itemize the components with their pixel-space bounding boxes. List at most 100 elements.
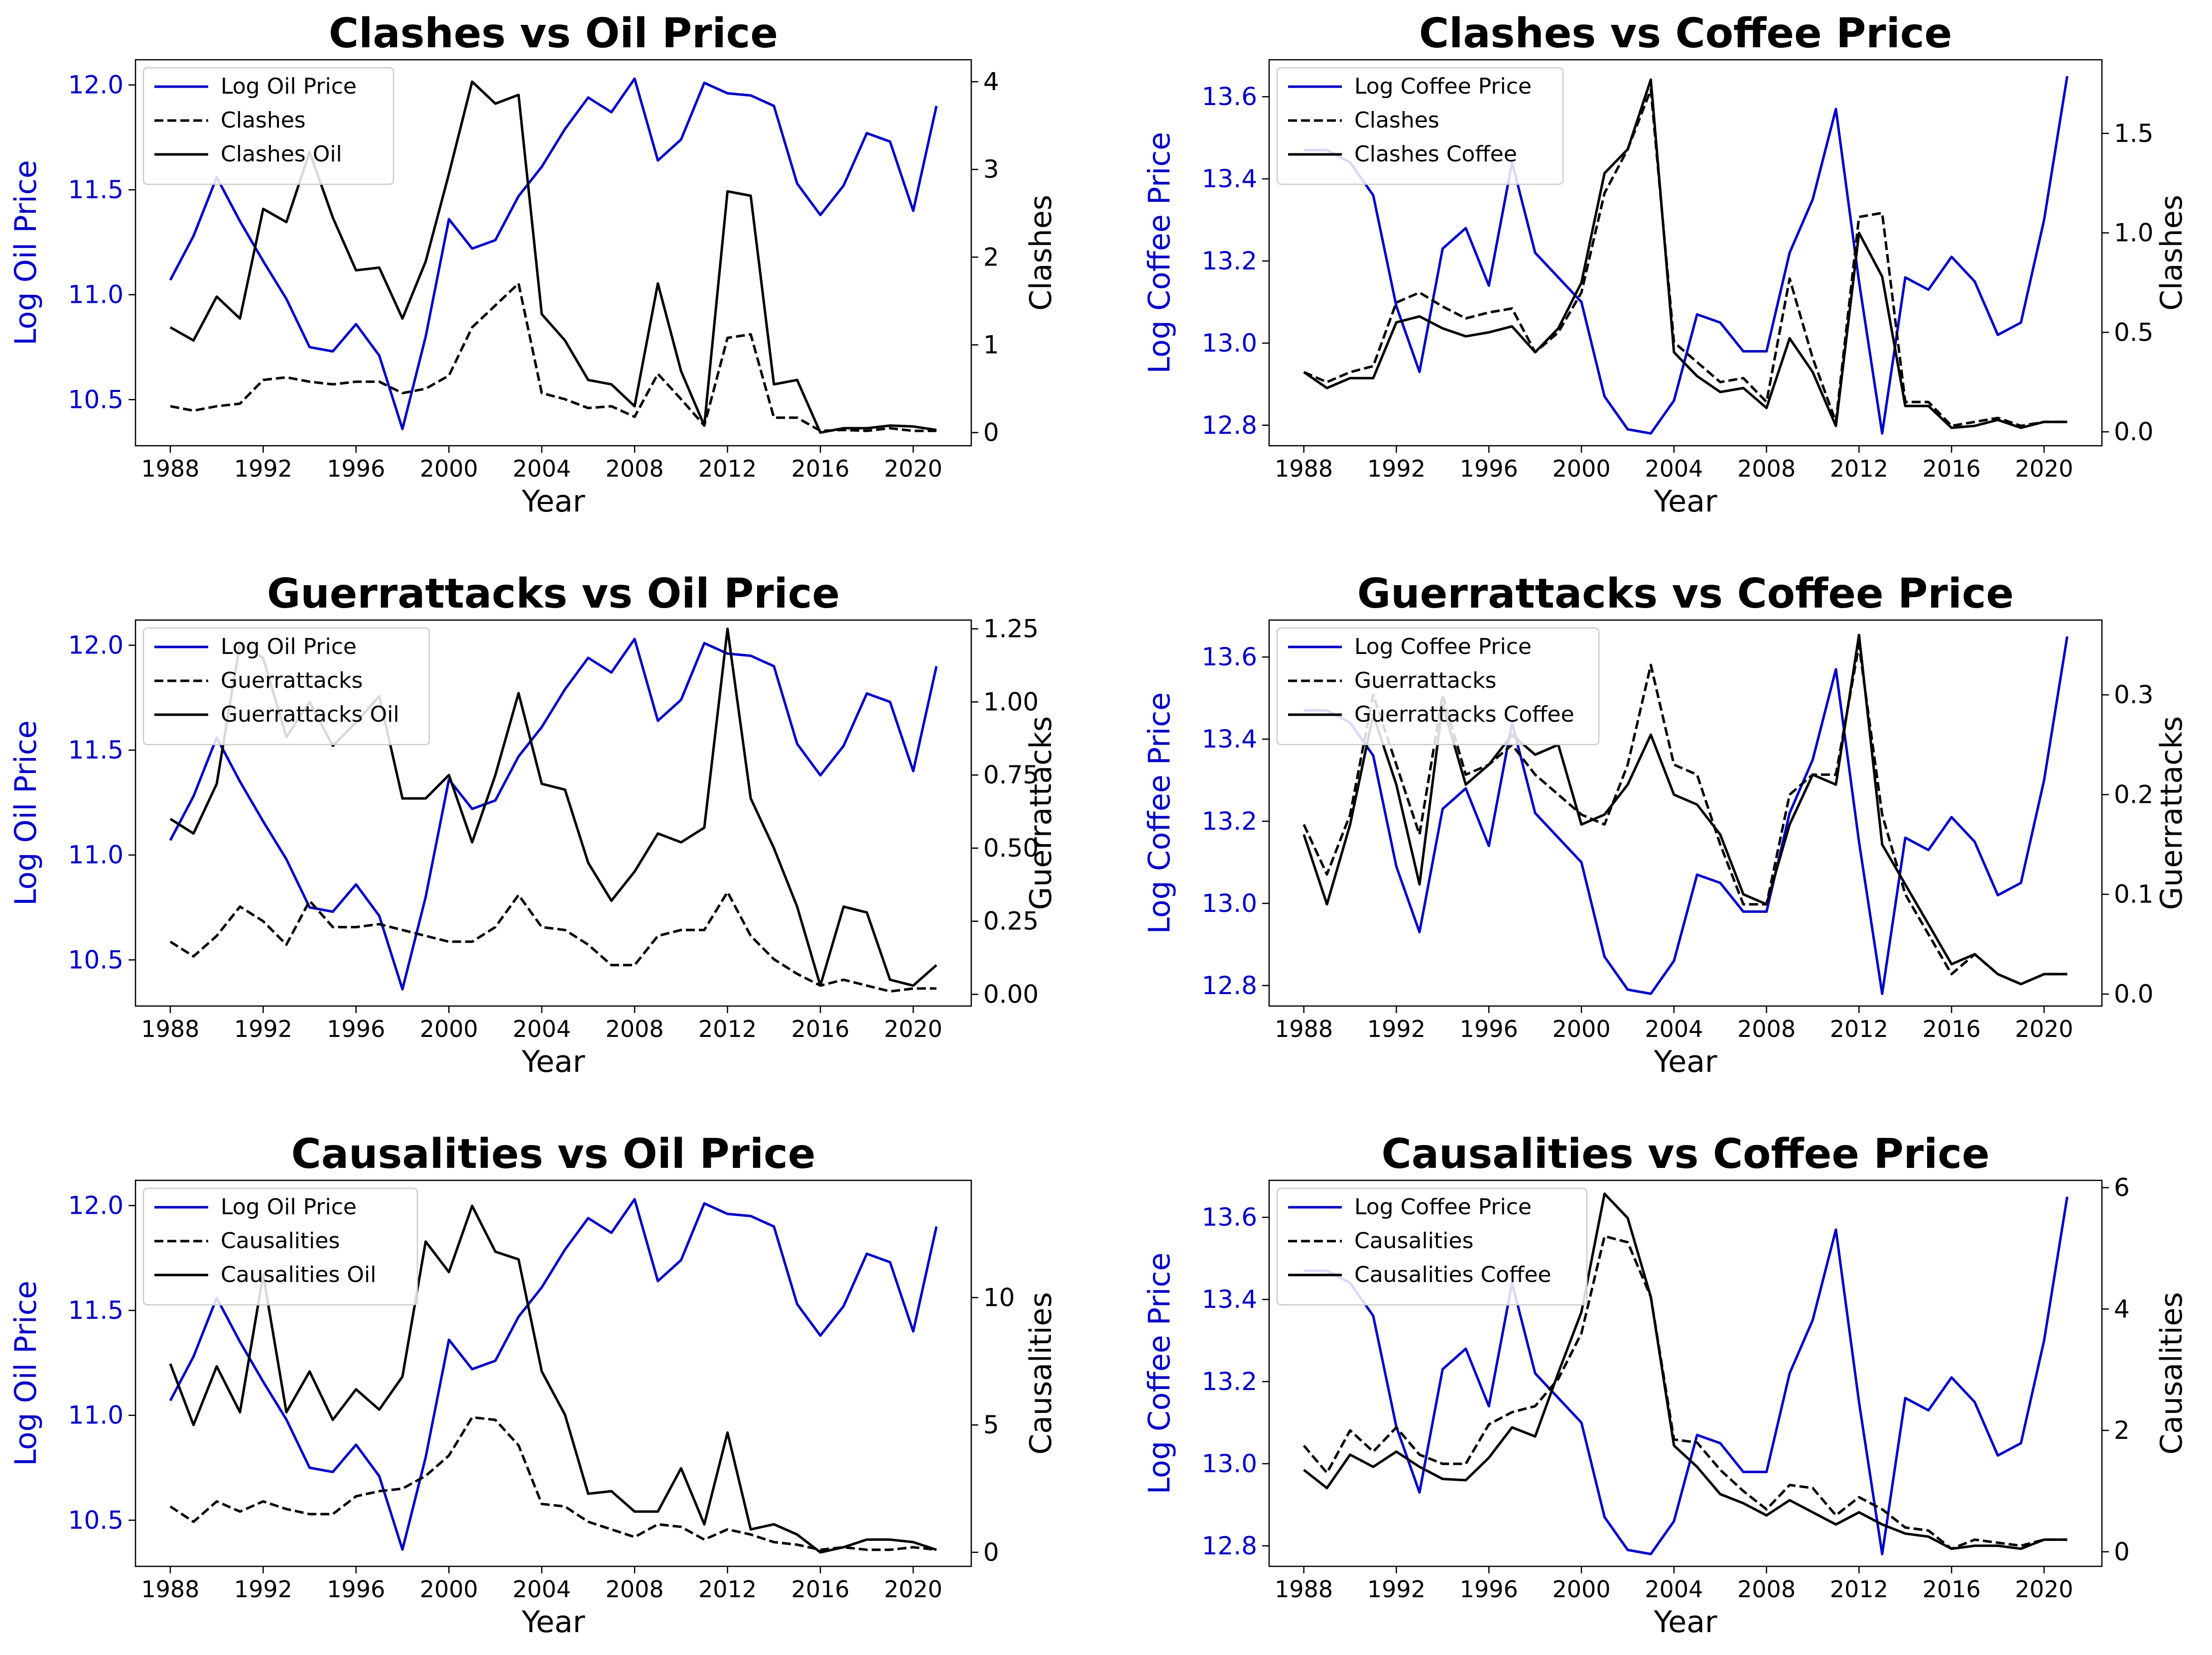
- y-right-tick-label: 1.0: [2114, 219, 2154, 248]
- chart-panel-6: 1988 1992 1996 2000 2004 2008 2012 2016 2020 12.8…: [1142, 1131, 2189, 1640]
- y-left-tick-label: 13.6: [1202, 82, 1257, 111]
- y-left-tick-label: 13.6: [1202, 1203, 1257, 1232]
- y-right-tick-label: 0.0: [2114, 417, 2154, 446]
- x-tick-label: 1992: [1367, 1016, 1426, 1042]
- x-tick-label: 2020: [884, 1016, 942, 1042]
- x-tick-label: 2000: [420, 455, 478, 482]
- y-left-tick-label: 13.2: [1202, 1367, 1257, 1396]
- y-right-tick-label: 2: [2114, 1416, 2130, 1445]
- chart-panel-2: 1988 1992 1996 2000 2004 2008 2012 2016 2020 12.8…: [1142, 10, 2189, 519]
- x-tick-label: 2000: [1552, 455, 1610, 482]
- y-right-axis-label: Causalities: [2154, 1292, 2189, 1454]
- x-tick-label: 2008: [1737, 1016, 1796, 1042]
- legend-box: [142, 627, 430, 746]
- y-left-tick-label: 13.6: [1202, 642, 1257, 671]
- x-tick-label: 2016: [1923, 1576, 1981, 1603]
- x-tick-label: 1992: [1367, 455, 1426, 482]
- x-tick-label: 2008: [606, 1576, 664, 1603]
- y-right-tick-label: 0.1: [2114, 880, 2154, 909]
- y-left-tick-label: 13.0: [1202, 329, 1257, 358]
- x-tick-label: 2004: [513, 1576, 571, 1603]
- x-tick-label: 2008: [1737, 1576, 1796, 1603]
- series-line-log-oil-price: [169, 637, 938, 991]
- legend-label: Clashes Oil: [221, 141, 342, 167]
- chart-title: Clashes vs Oil Price: [329, 10, 778, 57]
- y-right-axis-label: Guerrattacks: [2154, 716, 2189, 910]
- y-left-tick-label: 11.0: [68, 841, 124, 870]
- x-tick-label: 2000: [420, 1576, 478, 1603]
- y-right-tick-label: 10: [983, 1283, 1015, 1312]
- axes-frame: [134, 59, 972, 447]
- y-left-tick-label: 12.0: [68, 631, 124, 660]
- legend-label: Causalities: [221, 1228, 340, 1254]
- x-tick-label: 2016: [791, 1016, 849, 1042]
- x-tick-label: 2020: [884, 1576, 942, 1603]
- legend-box: [1276, 67, 1564, 185]
- y-right-tick-label: 0.5: [2114, 318, 2154, 347]
- legend-box: [1276, 627, 1600, 746]
- legend-label: Log Coffee Price: [1354, 1194, 1532, 1220]
- legend-label: Guerrattacks: [221, 668, 363, 693]
- x-tick-label: 2012: [1830, 1016, 1888, 1042]
- y-right-tick-label: 0.50: [983, 834, 1039, 863]
- y-right-tick-label: 0: [983, 1538, 999, 1567]
- y-left-tick-label: 11.5: [68, 175, 124, 204]
- x-axis-label: Year: [521, 1044, 585, 1079]
- y-left-tick-label: 12.0: [68, 1191, 124, 1220]
- y-left-tick-label: 10.5: [68, 1506, 124, 1534]
- x-tick-label: 2000: [420, 1016, 478, 1042]
- legend-label: Log Oil Price: [221, 1194, 357, 1220]
- x-tick-label: 2012: [1830, 455, 1888, 482]
- x-tick-label: 2000: [1552, 1576, 1610, 1603]
- legend-box: [142, 1187, 418, 1306]
- legend-label: Causalities Oil: [221, 1262, 376, 1287]
- x-tick-label: 2012: [698, 455, 757, 482]
- legend-label: Causalities: [1354, 1228, 1473, 1254]
- series-line-causalities-oil: [169, 1204, 937, 1554]
- chart-title: Causalities vs Oil Price: [291, 1131, 816, 1178]
- legend-label: Log Coffee Price: [1354, 74, 1532, 99]
- x-tick-label: 2008: [606, 1016, 664, 1042]
- y-left-tick-label: 12.8: [1202, 971, 1257, 1000]
- y-left-axis-label: Log Coffee Price: [1142, 692, 1177, 934]
- axes-frame: [1268, 59, 2103, 447]
- y-right-tick-label: 1: [983, 330, 999, 359]
- y-right-axis-label: Clashes: [2154, 195, 2189, 311]
- x-tick-label: 1996: [1460, 1576, 1518, 1603]
- series-line-guerrattacks-coffee: [1302, 634, 2068, 986]
- y-left-tick-label: 12.8: [1202, 411, 1257, 440]
- x-tick-label: 2020: [2015, 455, 2073, 482]
- y-right-axis-label: Clashes: [1024, 195, 1058, 311]
- y-right-tick-label: 0.25: [983, 907, 1039, 936]
- x-tick-label: 1992: [234, 1576, 292, 1603]
- x-tick-label: 1996: [327, 455, 385, 482]
- series-line-clashes: [1303, 88, 2068, 427]
- x-tick-label: 2004: [1645, 1576, 1703, 1603]
- chart-panel-1: 1988 1992 1996 2000 2004 2008 2012 2016 2020 10.5…: [8, 10, 1058, 519]
- y-left-tick-label: 12.0: [68, 71, 124, 100]
- y-right-tick-label: 6: [2114, 1173, 2130, 1202]
- y-left-tick-label: 10.5: [68, 945, 124, 974]
- x-tick-label: 2008: [1737, 455, 1796, 482]
- legend: Log Coffee Price Causalities Causalities C…: [1276, 1187, 1588, 1306]
- y-right-axis-label: Guerrattacks: [1024, 716, 1058, 910]
- x-tick-label: 2012: [698, 1576, 757, 1603]
- x-tick-label: 2012: [1830, 1576, 1888, 1603]
- series-line-log-coffee-price: [1303, 76, 2069, 435]
- y-right-tick-label: 1.00: [983, 687, 1039, 716]
- series-line-log-coffee-price: [1303, 1196, 2069, 1555]
- series-line-log-oil-price: [169, 77, 938, 430]
- x-tick-label: 2004: [1645, 1016, 1703, 1042]
- legend: Log Oil Price Clashes Clashes Oil: [142, 67, 394, 185]
- y-right-tick-label: 1.25: [983, 615, 1039, 643]
- y-left-axis-label: Log Coffee Price: [1142, 132, 1177, 374]
- y-right-tick-label: 0.00: [983, 980, 1039, 1009]
- x-tick-label: 2020: [2015, 1016, 2073, 1042]
- legend: Log Coffee Price Clashes Clashes Coffee: [1276, 67, 1564, 185]
- x-axis-label: Year: [1653, 1605, 1717, 1640]
- y-right-tick-label: 0.0: [2114, 980, 2154, 1009]
- y-left-axis-label: Log Coffee Price: [1142, 1253, 1177, 1494]
- series-line-log-coffee-price: [1303, 636, 2069, 995]
- axes-frame: [134, 1179, 972, 1567]
- series-line-guerrattacks: [169, 891, 937, 993]
